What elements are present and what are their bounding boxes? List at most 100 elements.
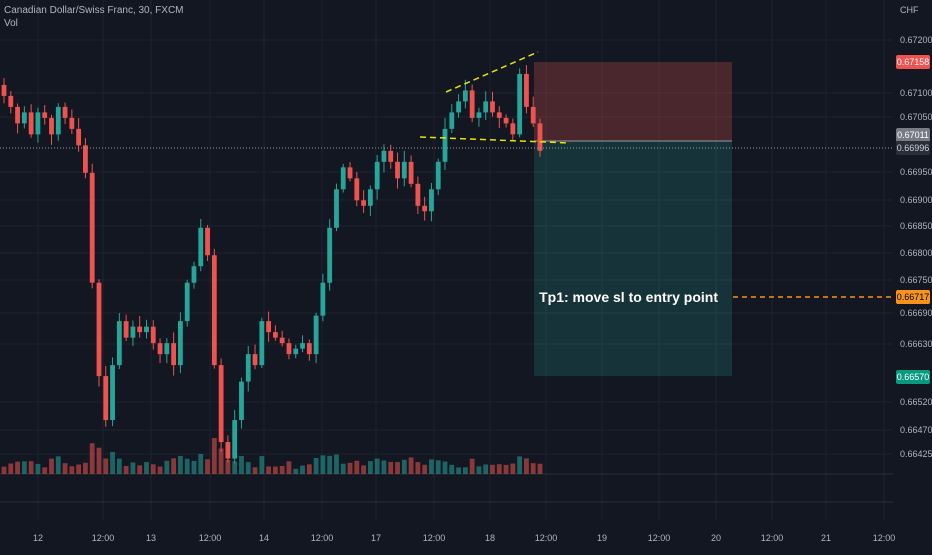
tp1-annotation-text: Tp1: move sl to entry point [539,289,718,305]
volume-bar [225,460,231,474]
volume-bar [157,466,163,474]
candle-body [35,112,41,135]
candle-body [130,326,136,338]
volume-bar [69,466,75,474]
candle-body [442,128,448,162]
candle-body [408,161,414,184]
price-axis[interactable]: CHF 0.67200 0.67100 0.67050 0.66950 0.66900 0.… [900,5,932,459]
volume-bar [408,457,414,474]
volume-bar [483,464,489,474]
volume-bar [510,463,516,474]
candle-body [503,117,509,124]
candle-body [205,227,210,256]
volume-bar [232,461,238,474]
volume-bar [456,467,461,474]
volume-bar [144,462,149,474]
price-tick-label: 0.66900 [900,195,932,205]
volume-bar [123,466,129,474]
take-profit-zone[interactable] [534,141,732,376]
volume-bar [320,455,326,474]
candle-body [232,420,238,459]
wedge-support-line[interactable] [419,136,571,144]
candle-body [116,321,122,366]
time-tick-label: 12:00 [423,533,446,543]
candle-body [510,123,516,135]
candle-body [469,90,475,118]
last-price-badge [896,141,930,155]
volume-bar [469,458,475,474]
stop-loss-zone[interactable] [534,62,732,141]
volume-bar [164,460,170,474]
volume-bar [252,467,258,474]
candle-body [178,321,183,366]
volume-bar [96,447,102,474]
wedge-upper-trendline[interactable] [445,51,539,93]
price-tick-label: 0.66470 [900,425,932,435]
time-tick-label: 12 [33,533,43,543]
volume-bar [130,462,136,474]
volume-bar [347,462,353,474]
price-tick-label: 0.66950 [900,167,932,177]
volume-indicator-label[interactable]: Vol [4,18,18,29]
volume-bar [76,464,82,474]
volume-bar [110,451,115,474]
candle-body [198,227,204,267]
volume-bar [367,461,373,474]
volume-bar [435,460,441,474]
time-tick-label: 12:00 [199,533,222,543]
price-tick-label: 0.66800 [900,248,932,258]
volume-bar [300,465,305,474]
volume-bar [35,463,41,474]
volume-bar [530,463,536,474]
time-tick-label: 12:00 [648,533,671,543]
candle-body [184,282,190,322]
candle-body [28,112,34,135]
candle-body [150,326,156,344]
candle-body [367,189,373,206]
candle-body [313,315,319,355]
time-axis[interactable]: 12 12:00 13 12:00 14 12:00 17 12:00 18 12:00 19 12:… [33,533,895,543]
volume-bar [496,464,502,474]
volume-bar [272,466,278,474]
volume-bar [422,464,428,474]
volume-bar [171,458,177,474]
candles [1,65,543,464]
candle-body [245,354,251,382]
candle-body [374,161,380,190]
candle-body [42,112,48,118]
candle-body [429,189,434,212]
candle-body [239,381,244,421]
volume-bar [490,464,495,474]
time-tick-label: 12:00 [761,533,784,543]
candle-body [83,145,88,173]
price-tick-label: 0.66690 [900,308,932,318]
volume-bar [8,463,14,474]
price-tick-label: 0.66520 [900,397,932,407]
volume-bar [42,467,48,474]
volume-bar [361,465,366,474]
candle-body [15,106,20,124]
candle-body [496,112,502,118]
target-price-badge [896,370,930,384]
candle-body [306,343,312,355]
candle-body [252,354,258,366]
axis-currency-label: CHF [900,5,919,15]
volume-bar [476,466,482,474]
candle-body [300,343,305,349]
candle-body [456,101,461,113]
volume-bar [21,461,27,474]
symbol-title: Canadian Dollar/Swiss Franc, 30, FXCM [4,5,184,16]
candle-body [524,73,529,107]
volume-bar [442,461,448,474]
time-tick-label: 21 [821,533,831,543]
volume-bar [381,460,387,474]
candle-body [483,101,489,113]
volume-bar [1,466,7,474]
volume-bar [449,464,455,474]
volume-bar [89,443,95,474]
candle-body [62,106,68,118]
candle-body [191,266,197,283]
target-price-label: 0.66570 [897,372,930,382]
